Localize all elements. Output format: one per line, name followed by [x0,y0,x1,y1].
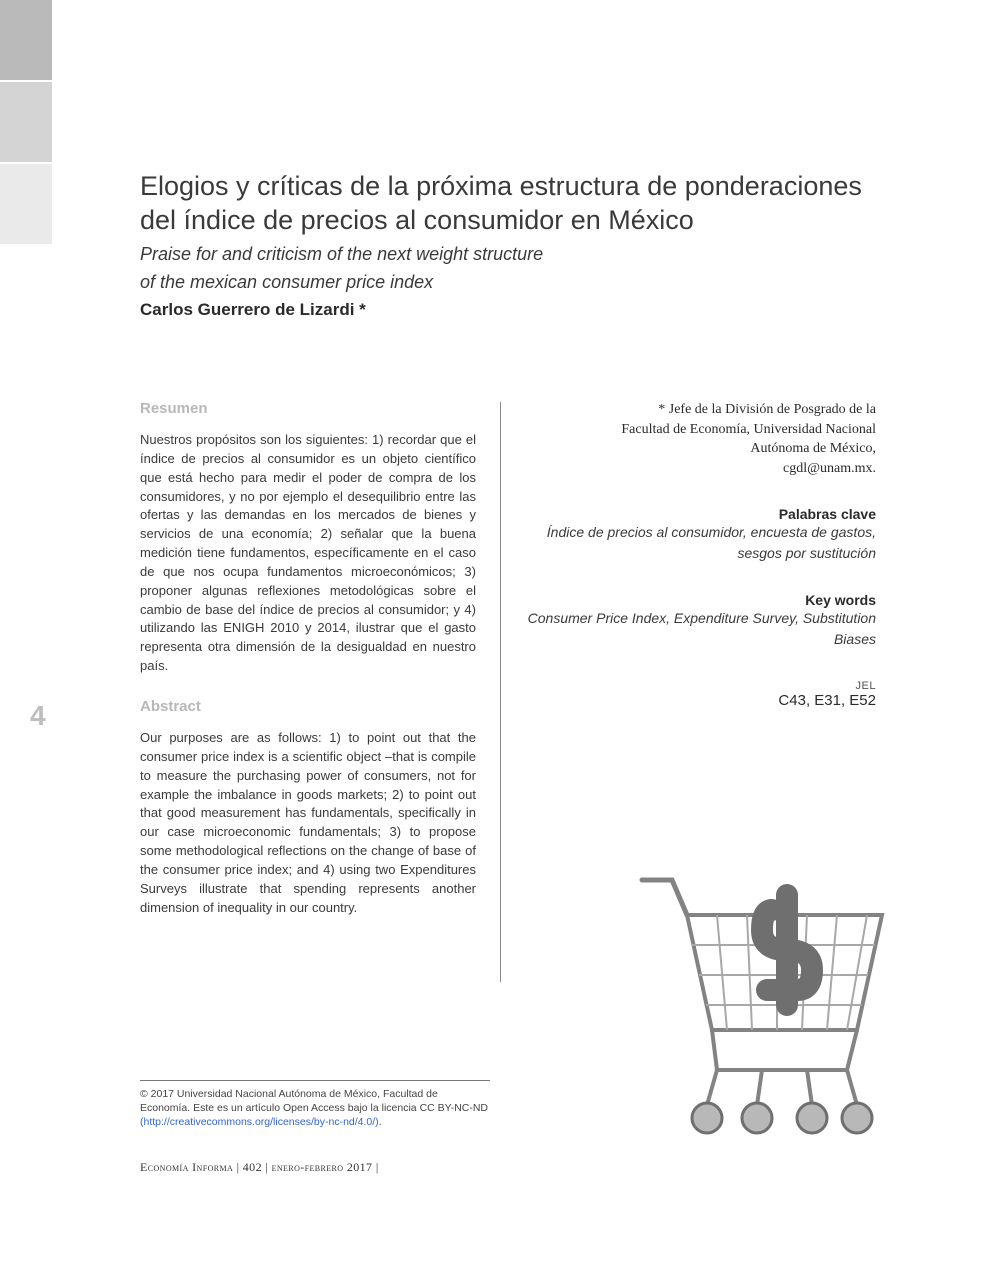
abstract-heading: Abstract [140,698,476,715]
affiliation-line2: Facultad de Economía, Universidad Nacion… [525,420,876,440]
palabras-clave-label: Palabras clave [525,506,876,522]
author-name: Carlos Guerrero de Lizardi * [140,300,900,320]
title-spanish: Elogios y críticas de la próxima estruct… [140,170,900,238]
margin-block-3 [0,164,52,244]
author-affiliation: * Jefe de la División de Posgrado de la … [525,400,876,478]
title-english-line1: Praise for and criticism of the next wei… [140,242,900,266]
margin-block-2 [0,82,52,162]
copyright-notice: © 2017 Universidad Nacional Autónoma de … [140,1080,490,1130]
left-column: Resumen Nuestros propósitos son los sigu… [140,400,500,982]
affiliation-line3: Autónoma de México, [525,439,876,459]
margin-block-1 [0,0,52,80]
page-number: 4 [30,700,46,732]
journal-footer: Economía Informa | 402 | enero-febrero 2… [140,1160,379,1175]
license-link[interactable]: (http://creativecommons.org/licenses/by-… [140,1116,379,1128]
jel-label: JEL [525,680,876,692]
palabras-clave-text: Índice de precios al consumidor, encuest… [525,522,876,564]
jel-codes: C43, E31, E52 [525,692,876,709]
article-header: Elogios y críticas de la próxima estruct… [140,170,900,320]
copyright-text: © 2017 Universidad Nacional Autónoma de … [140,1088,488,1114]
shopping-cart-peso-icon [622,870,912,1150]
keywords-label: Key words [525,592,876,608]
abstract-text: Our purposes are as follows: 1) to point… [140,729,476,917]
title-english-line2: of the mexican consumer price index [140,270,900,294]
keywords-text: Consumer Price Index, Expenditure Survey… [525,608,876,650]
affiliation-line1: * Jefe de la División de Posgrado de la [525,400,876,420]
affiliation-email: cgdl@unam.mx. [525,459,876,479]
copyright-suffix: . [379,1116,382,1128]
resumen-text: Nuestros propósitos son los siguientes: … [140,431,476,676]
resumen-heading: Resumen [140,400,476,417]
